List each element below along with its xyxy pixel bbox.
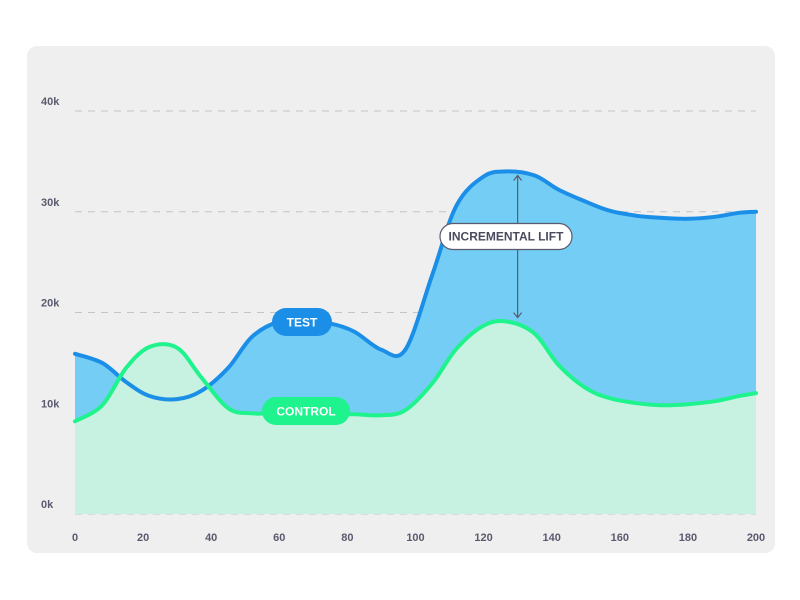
control-line [73, 319, 758, 424]
incremental-lift-label: INCREMENTAL LIFT [449, 230, 565, 244]
test-line [73, 169, 758, 402]
x-tick-label: 60 [273, 532, 285, 544]
x-axis-labels: 0 20 40 60 80 100 120 140 160 180 200 [72, 532, 765, 544]
y-tick-label: 30k [41, 197, 60, 209]
test-label-pill [272, 308, 332, 336]
control-label-pill [262, 397, 350, 425]
series-labels: TEST CONTROL [262, 308, 350, 425]
x-tick-label: 20 [137, 532, 149, 544]
x-tick-label: 160 [611, 532, 629, 544]
incremental-lift-pill [439, 222, 573, 251]
series-lines [73, 169, 758, 424]
x-tick-label: 120 [474, 532, 492, 544]
y-tick-label: 40k [41, 96, 60, 108]
lift-arrow-head-down-icon [513, 312, 523, 319]
y-tick-label: 0k [41, 499, 54, 511]
control-label: CONTROL [276, 405, 335, 419]
x-tick-label: 0 [72, 532, 78, 544]
lift-arrow-head-up-icon [513, 174, 523, 181]
x-tick-label: 80 [341, 532, 353, 544]
control-area [75, 320, 756, 514]
x-tick-label: 100 [406, 532, 424, 544]
test-label: TEST [287, 316, 318, 330]
x-tick-label: 180 [679, 532, 697, 544]
x-tick-label: 140 [543, 532, 561, 544]
series-areas [75, 171, 756, 514]
incremental-lift-annotation: INCREMENTAL LIFT [439, 174, 573, 319]
x-tick-label: 40 [205, 532, 217, 544]
x-tick-label: 200 [747, 532, 765, 544]
y-axis-labels: 0k 10k 20k 30k 40k [41, 96, 60, 511]
y-tick-label: 20k [41, 298, 60, 310]
y-tick-label: 10k [41, 398, 60, 410]
